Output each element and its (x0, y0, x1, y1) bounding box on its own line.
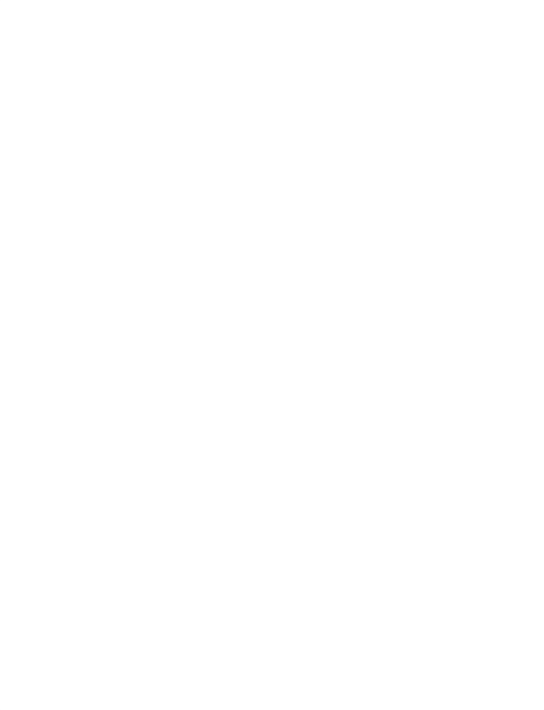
Text: 16.6%: 16.6% (394, 398, 447, 413)
FancyBboxPatch shape (99, 449, 158, 488)
Polygon shape (46, 191, 233, 383)
Polygon shape (397, 428, 456, 460)
Polygon shape (339, 164, 527, 328)
Text: 2.3%: 2.3% (259, 239, 301, 253)
Text: petajoules (PJ): petajoules (PJ) (180, 564, 290, 579)
Text: 26.7%: 26.7% (96, 310, 159, 328)
Text: Reported net energy
consumption by state: Reported net energy consumption by state (153, 111, 391, 153)
Polygon shape (233, 164, 339, 301)
Text: 27.4%: 27.4% (401, 264, 464, 283)
Polygon shape (374, 319, 527, 410)
Polygon shape (233, 301, 374, 410)
Polygon shape (374, 373, 503, 420)
Text: 4.3%: 4.3% (279, 337, 329, 355)
Text: 3882: 3882 (180, 509, 304, 552)
FancyBboxPatch shape (61, 469, 191, 604)
Text: 1.6%: 1.6% (411, 439, 454, 454)
Text: 21.1%: 21.1% (425, 356, 487, 373)
